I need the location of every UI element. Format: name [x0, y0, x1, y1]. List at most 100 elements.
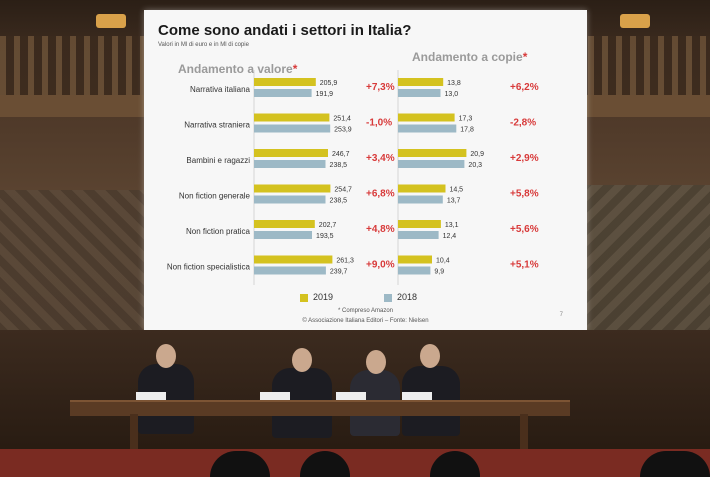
category-label: Narrativa straniera	[184, 121, 250, 130]
data-label: 13,0	[445, 91, 459, 98]
category-label: Non fiction pratica	[186, 227, 251, 236]
change-label: +5,6%	[510, 224, 539, 235]
change-label: +5,1%	[510, 260, 539, 271]
legend-label-2019: 2019	[313, 292, 334, 302]
panelist-2-head	[292, 348, 312, 372]
legend-swatch-2019	[300, 293, 308, 302]
slide-subtitle: Valori in Ml di euro e in Ml di copie	[158, 42, 249, 48]
footnote-source: © Associazione Italiana Editori – Fonte:…	[302, 318, 429, 324]
data-label: 246,7	[332, 151, 350, 158]
data-label: 12,4	[443, 233, 457, 240]
name-card	[336, 392, 366, 400]
legend-label-2018: 2018	[397, 292, 418, 302]
data-label: 9,9	[434, 269, 444, 276]
panelist-4-head	[420, 344, 440, 368]
bar-2019	[398, 184, 446, 193]
bar-2018	[254, 89, 312, 97]
sector-bar-chart: Narrativa italiana 205,9 191,9 +7,3% Narrati…	[167, 70, 539, 285]
change-label: -1,0%	[366, 118, 392, 129]
heading-value-text: Andamento a valore	[178, 62, 293, 76]
heading-copies: Andamento a copie*	[412, 50, 527, 64]
change-label: +4,8%	[366, 224, 395, 235]
change-label: +3,4%	[366, 153, 395, 164]
bar-2019	[254, 184, 331, 193]
table-leg	[130, 414, 138, 477]
legend-2019: 2019	[300, 292, 333, 302]
data-label: 202,7	[319, 222, 337, 229]
bar-2018	[254, 124, 331, 133]
data-label: 17,3	[459, 116, 473, 123]
slide-title: Come sono andati i settori in Italia?	[158, 22, 412, 39]
name-card	[402, 392, 432, 400]
heading-value: Andamento a valore*	[178, 62, 297, 76]
panelist-3-head	[366, 350, 386, 374]
bar-2019	[398, 220, 441, 228]
bar-2018	[254, 231, 312, 239]
data-label: 261,3	[336, 258, 354, 265]
data-label: 251,4	[333, 116, 351, 123]
footnote-amazon: * Compreso Amazon	[144, 308, 587, 314]
data-label: 253,9	[334, 127, 352, 134]
wall-lamp	[96, 14, 126, 28]
name-card	[136, 392, 166, 400]
data-label: 13,8	[447, 80, 461, 87]
change-label: -2,8%	[510, 118, 536, 129]
bar-2018	[398, 231, 439, 239]
bar-2018	[398, 89, 441, 97]
bar-2018	[398, 266, 431, 275]
table-leg	[520, 414, 528, 477]
category-label: Narrativa italiana	[190, 85, 251, 94]
bar-2019	[398, 255, 432, 264]
bar-2018	[398, 124, 457, 133]
slide-page-number: 7	[559, 312, 563, 318]
bar-2019	[254, 149, 328, 157]
data-label: 205,9	[320, 80, 338, 87]
data-label: 193,5	[316, 233, 334, 240]
audience-head	[640, 451, 710, 477]
bar-2019	[398, 78, 444, 86]
change-label: +6,8%	[366, 189, 395, 200]
red-carpet	[0, 449, 710, 477]
bar-2018	[254, 195, 326, 204]
data-label: 10,4	[436, 258, 450, 265]
data-label: 13,7	[447, 198, 461, 205]
heading-copies-text: Andamento a copie	[412, 50, 523, 64]
wall-lamp	[620, 14, 650, 28]
legend-swatch-2018	[384, 293, 392, 302]
asterisk-mark: *	[522, 50, 528, 64]
bar-2018	[398, 195, 443, 204]
footnote-amazon-text: * Compreso Amazon	[337, 308, 394, 314]
bar-2019	[254, 78, 316, 86]
data-label: 20,3	[468, 162, 482, 169]
bar-2019	[398, 149, 467, 157]
bar-2019	[398, 113, 455, 122]
panelist-1-head	[156, 344, 176, 368]
data-label: 254,7	[334, 187, 352, 194]
change-label: +6,2%	[510, 82, 539, 93]
change-label: +7,3%	[366, 82, 395, 93]
category-label: Bambini e ragazzi	[186, 156, 250, 165]
data-label: 17,8	[460, 127, 474, 134]
name-card	[260, 392, 290, 400]
asterisk-mark: *	[292, 62, 298, 76]
data-label: 238,5	[330, 162, 348, 169]
projection-screen: Come sono andati i settori in Italia? Va…	[144, 10, 587, 330]
data-label: 14,5	[449, 187, 463, 194]
bar-2019	[254, 255, 333, 264]
bar-2018	[254, 160, 326, 168]
legend-2018: 2018	[384, 292, 417, 302]
bar-2018	[254, 266, 326, 275]
data-label: 239,7	[330, 269, 348, 276]
data-label: 238,5	[330, 198, 348, 205]
bar-2019	[254, 220, 315, 228]
change-label: +5,8%	[510, 189, 539, 200]
change-label: +2,9%	[510, 153, 539, 164]
category-label: Non fiction specialistica	[167, 263, 251, 272]
panel-table	[70, 400, 570, 416]
data-label: 13,1	[445, 222, 459, 229]
bar-2018	[398, 160, 465, 168]
data-label: 191,9	[316, 91, 334, 98]
category-label: Non fiction generale	[179, 192, 251, 201]
bar-2019	[254, 113, 330, 122]
change-label: +9,0%	[366, 260, 395, 271]
